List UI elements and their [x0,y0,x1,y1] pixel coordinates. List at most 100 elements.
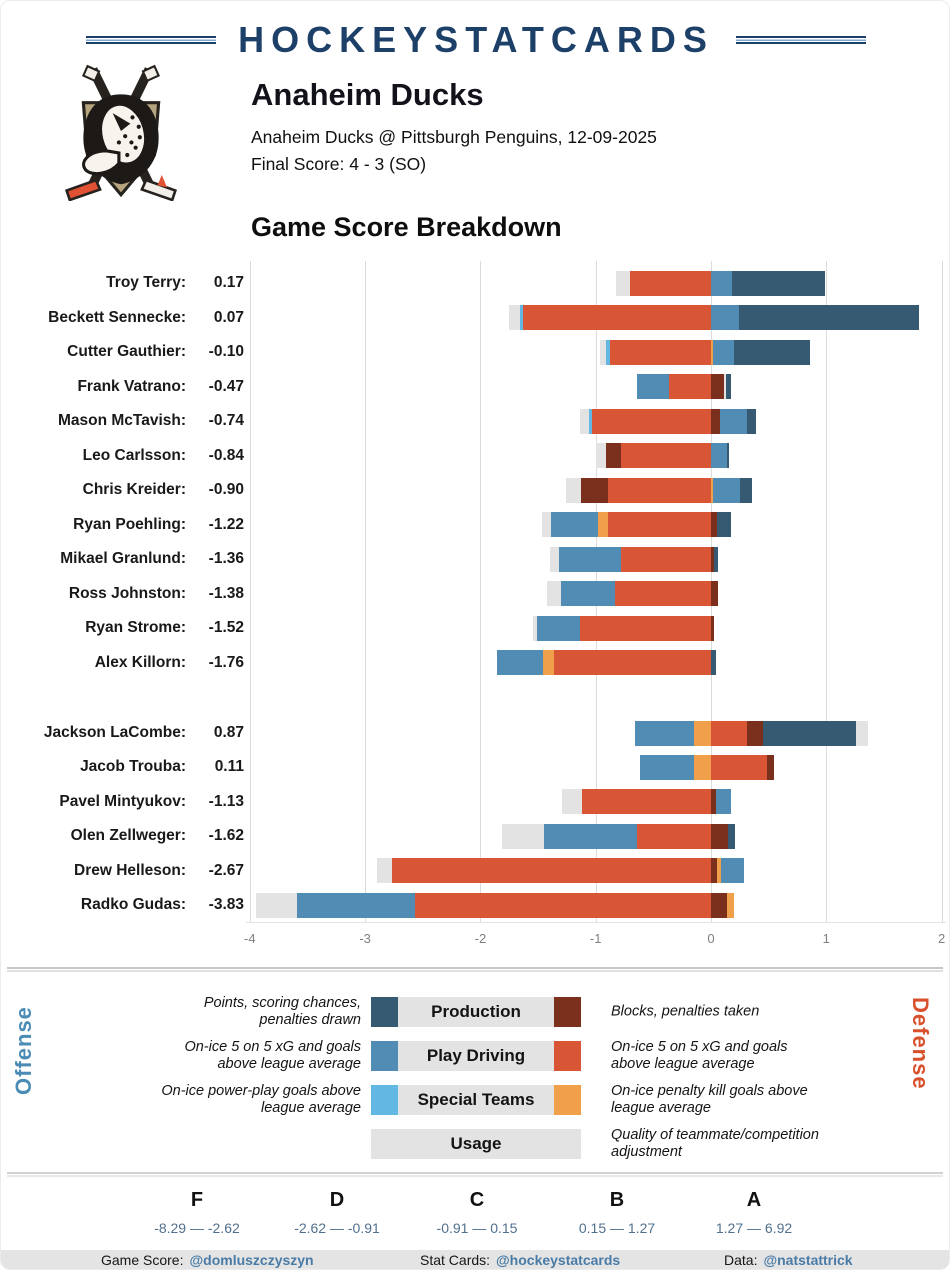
bar-segment-navy [727,443,730,469]
bar-segment-usage [502,823,544,849]
bar-segment-red [711,720,747,746]
gridline [826,261,828,922]
player-score-label: -2.67 [208,861,244,879]
legend-row-production: Points, scoring chances, penalties drawn… [1,995,949,1028]
bar-row [1,443,949,469]
player-name-label: Jackson LaCombe: [43,724,186,741]
gridline [249,261,251,922]
bar-segment-navy [746,408,756,434]
bar-segment-brown [711,892,728,918]
bar-segment-usage [616,270,631,296]
player-score-label: -0.74 [208,412,244,430]
bar-row [1,546,949,572]
player-name-label: Cutter Gauthier: [67,343,186,361]
bar-segment-blue [720,408,747,434]
legend-production-offense-text: Points, scoring chances, penalties drawn [203,995,361,1028]
footer-bar: Game Score: @domluszczyszyn Stat Cards: @h… [1,1250,949,1269]
bar-segment-orange [711,339,714,365]
bar-segment-brown [711,546,715,572]
chart-title: Game Score Breakdown [251,212,562,242]
axis-tick-label: 1 [822,931,830,946]
game-score-chart: -4 -3 -2 -1 0 1 2 Troy Terry: 0.17 Beckett Sennec… [1,259,949,959]
player-name-label: Leo Carlsson: [82,446,186,464]
decorative-line-left [86,36,217,44]
special-teams-defense-swatch [554,1085,581,1115]
player-name-label: Ryan Strome: [85,619,186,637]
bar-row [1,754,949,780]
bar-segment-red [621,546,711,572]
bar-segment-usage [549,546,559,572]
gridline [480,261,482,922]
bar-segment-usage [579,408,589,434]
legend-usage-bar: Usage [371,1129,581,1159]
bar-segment-blue [536,615,580,641]
player-name-label: Frank Vatrano: [77,377,186,395]
legend-production-bar: Production [371,997,581,1027]
bar-segment-orange [598,512,609,538]
bar-segment-navy [738,305,919,331]
bar-segment-brown [767,754,775,780]
player-score-label: -1.52 [208,619,244,637]
bar-row [1,615,949,641]
bar-segment-orange [727,892,735,918]
play-driving-defense-swatch [554,1041,581,1071]
player-name-label: Ross Johnston: [68,584,186,602]
bar-row [1,305,949,331]
bar-segment-usage [376,858,392,884]
bar-segment-navy [762,720,857,746]
gridline [365,261,367,922]
bar-segment-blue [713,477,740,503]
bar-row [1,789,949,815]
grade-d: D -2.62 — -0.91 [257,1189,417,1236]
bar-segment-usage [600,339,607,365]
legend-row-usage: Usage Quality of teammate/competition ad… [1,1127,949,1160]
bar-row [1,512,949,538]
player-name-label: Radko Gudas: [80,896,186,913]
matchup-line: Anaheim Ducks @ Pittsburgh Penguins, 12-… [251,127,657,147]
bar-segment-red [630,270,711,296]
legend-usage-text: Quality of teammate/competition adjustme… [611,1127,819,1160]
team-name: Anaheim Ducks [251,77,484,112]
legend-special-teams-label: Special Teams [417,1090,535,1109]
divider-bottom [7,1172,943,1177]
bar-segment-blue [558,546,622,572]
axis-tick-label: -4 [244,931,256,946]
bar-row [1,339,949,365]
play-driving-offense-swatch [371,1041,398,1071]
bar-segment-orange [711,477,714,503]
bar-segment-brown [711,374,724,400]
bar-row [1,650,949,676]
bar-segment-navy [716,512,731,538]
bar-segment-blue [639,754,694,780]
header: HOCKEYSTATCARDS [1,17,949,63]
brand-title: HOCKEYSTATCARDS [238,19,714,60]
bar-segment-usage [255,892,298,918]
final-score-line: Final Score: 4 - 3 (SO) [251,154,427,174]
bar-segment-blue [711,270,732,296]
player-score-label: -1.62 [208,827,244,845]
bar-segment-usage [562,789,582,815]
grade-range: 0.15 — 1.27 [578,1220,656,1236]
player-score-label: 0.07 [213,308,244,326]
bar-segment-navy [728,823,736,849]
player-name-label: Troy Terry: [106,274,186,291]
bar-segment-red [621,443,711,469]
defense-axis-label: Defense [908,997,933,1090]
bar-row [1,892,949,918]
bar-segment-blue [561,581,616,607]
bar-row [1,408,949,434]
bar-segment-brown [711,823,729,849]
axis-tick-label: -1 [589,931,602,946]
bar-segment-navy [731,270,826,296]
divider-top [7,967,943,972]
player-score-label: -1.76 [208,653,244,671]
grade-letter: B [609,1189,625,1211]
bar-segment-blue [634,720,694,746]
credit-stat-cards: Stat Cards: @hockeystatcards [420,1250,620,1269]
bar-segment-usage [541,512,551,538]
bar-segment-brown [711,615,715,641]
legend-usage-label: Usage [450,1134,502,1153]
player-name-label: Beckett Sennecke: [48,308,186,326]
bar-segment-usage [856,720,868,746]
legend-special-teams-defense-text: On-ice penalty kill goals above league a… [611,1083,808,1116]
